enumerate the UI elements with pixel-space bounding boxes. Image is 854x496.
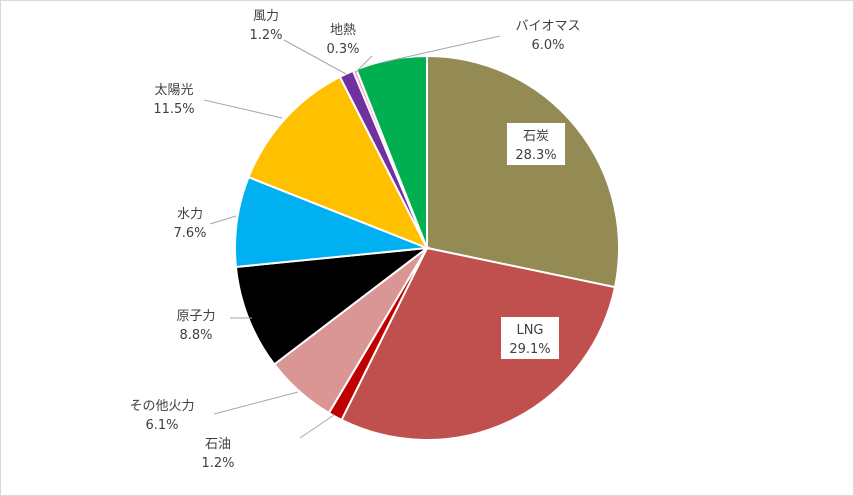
pie-slice-1 xyxy=(340,246,617,441)
pie-slice-9 xyxy=(355,54,428,249)
slice-value-label: 8.8% xyxy=(179,328,212,343)
leader-line-5 xyxy=(209,215,237,225)
pie-slice-0 xyxy=(426,54,620,289)
slice-value-label: 28.3% xyxy=(515,148,556,163)
pie-slice-6 xyxy=(247,75,430,250)
slice-value-label: 1.2% xyxy=(249,28,282,43)
slice-name-label: 水力 xyxy=(177,207,203,222)
slice-name-label: 地熱 xyxy=(330,23,356,38)
leader-line-3 xyxy=(213,391,299,415)
slice-name-label: 石炭 xyxy=(523,129,549,144)
slice-value-label: 29.1% xyxy=(509,342,550,357)
leader-line-2 xyxy=(299,414,335,439)
slice-name-label: その他火力 xyxy=(129,399,194,414)
slice-name-label: 原子力 xyxy=(176,309,215,324)
slice-value-label: 1.2% xyxy=(201,456,234,471)
slice-value-label: 6.0% xyxy=(531,38,564,53)
leader-line-7 xyxy=(283,39,347,75)
data-label-box-1 xyxy=(501,317,559,359)
slice-value-label: 11.5% xyxy=(153,102,194,117)
slice-name-label: バイオマス xyxy=(515,19,580,34)
leader-line-6 xyxy=(203,99,283,119)
slice-value-label: 6.1% xyxy=(145,418,178,433)
slice-value-label: 0.3% xyxy=(326,42,359,57)
slice-value-label: 7.6% xyxy=(173,226,206,241)
slice-name-label: 石油 xyxy=(205,437,231,452)
slice-name-label: 風力 xyxy=(253,9,279,24)
data-label-box-0 xyxy=(507,123,565,165)
leader-line-8 xyxy=(355,55,373,73)
leader-line-9 xyxy=(383,35,501,63)
slice-name-label: LNG xyxy=(516,323,543,338)
slice-name-label: 太陽光 xyxy=(154,83,193,98)
